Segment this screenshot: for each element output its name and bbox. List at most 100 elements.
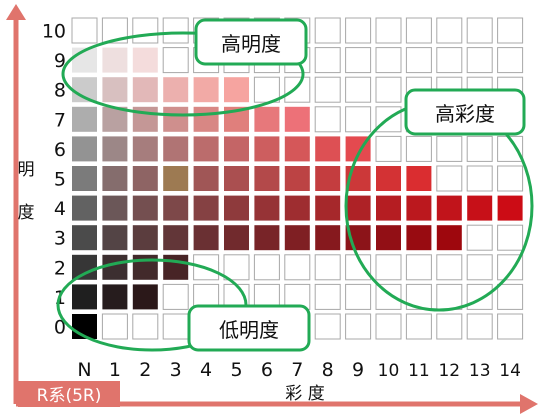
color-swatch [72,284,97,310]
color-swatch [102,284,128,310]
empty-cell [345,106,372,133]
color-swatch [72,225,97,251]
color-swatch [132,77,158,103]
color-swatch [376,195,401,221]
color-swatch [436,195,462,221]
chroma-tick: 5 [230,359,242,381]
empty-cell [466,47,493,74]
chroma-tick: 9 [352,359,364,381]
color-swatch [406,225,432,251]
chroma-tick: 8 [322,359,334,381]
color-swatch [72,166,97,191]
color-swatch [376,225,401,251]
empty-cell [466,165,493,192]
chroma-tick: 1 [109,359,121,381]
empty-cell [253,254,280,281]
chroma-tick: N [77,359,91,381]
value-axis-title-bottom: 度 [18,203,35,223]
empty-cell [436,165,463,192]
chroma-tick-labels: N 1 2 3 4 5 6 7 8 9 10 11 12 13 14 [77,359,521,381]
empty-cell [162,47,189,74]
color-swatch [284,136,310,162]
color-swatch [102,77,128,103]
high-chroma-callout-label: 高彩度 [435,102,495,126]
empty-cell [497,283,524,310]
empty-cell [436,47,463,74]
color-swatch [72,106,97,132]
value-axis-title-top: 明 [18,160,35,180]
empty-cell [436,254,463,281]
chroma-tick: 10 [378,361,400,381]
value-tick: 4 [54,198,66,220]
color-swatch [406,166,432,191]
color-swatch [132,225,158,251]
empty-cell [497,17,524,44]
color-swatch [132,195,158,221]
empty-cell [314,106,341,133]
color-swatch [193,106,219,132]
color-swatch [102,195,128,221]
color-swatch [102,166,128,191]
color-swatch [72,254,97,280]
empty-cell [466,17,493,44]
value-tick: 6 [54,139,66,161]
empty-cell [497,165,524,192]
empty-cell [132,313,159,340]
empty-cell [162,313,189,340]
chroma-tick: 4 [200,359,212,381]
color-swatch [102,47,128,73]
empty-cell [375,313,402,340]
empty-cell [405,17,432,44]
empty-cell [345,76,372,103]
color-swatch [163,166,189,191]
color-swatch [467,195,493,221]
color-swatch [315,195,341,221]
color-swatch [284,225,310,251]
empty-cell [223,254,250,281]
color-swatch [224,166,249,191]
color-swatch [163,106,189,132]
chroma-tick: 14 [499,361,521,381]
color-swatch [132,136,158,162]
high-chroma-callout-box [404,88,526,136]
color-swatch [132,166,158,191]
color-swatch [284,106,310,132]
empty-cell [466,135,493,162]
color-swatch [224,225,249,251]
chroma-tick: 12 [438,361,460,381]
color-swatch [497,195,523,221]
color-swatch [72,136,97,162]
chroma-tick: 6 [261,359,273,381]
empty-cell [375,254,402,281]
empty-cell [436,17,463,44]
value-tick: 10 [42,21,66,43]
empty-cell [375,47,402,74]
empty-cell [466,283,493,310]
empty-cell [314,313,341,340]
high-value-callout-label: 高明度 [221,32,281,56]
empty-cell [345,283,372,310]
empty-cell [314,254,341,281]
color-swatch [284,166,310,191]
color-swatch [224,195,249,221]
color-swatch [315,166,341,191]
color-swatch [193,166,219,191]
color-swatch [132,284,158,310]
value-tick: 5 [54,169,66,191]
empty-cell [466,254,493,281]
chroma-tick: 7 [291,359,303,381]
color-swatch [224,77,249,103]
color-swatch [132,47,158,73]
color-swatch [254,106,280,132]
color-swatch [254,166,280,191]
empty-cell [466,224,493,251]
low-value-callout-box [187,304,311,352]
empty-cell [466,313,493,340]
value-tick: 3 [54,228,66,250]
empty-cell [375,135,402,162]
empty-cell [314,47,341,74]
color-swatch [163,77,189,103]
color-swatch [436,225,462,251]
